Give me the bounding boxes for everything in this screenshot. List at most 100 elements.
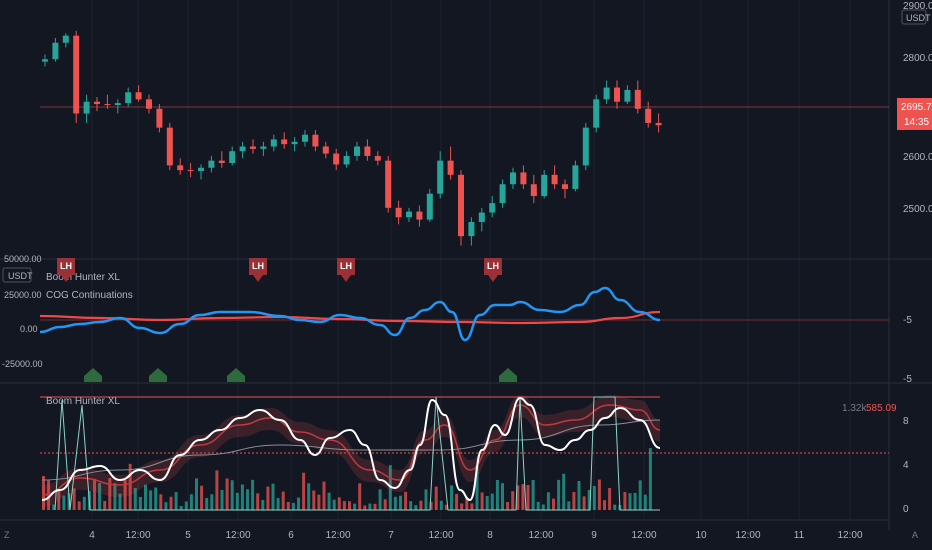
volume-bar — [189, 494, 193, 510]
lh-marker-arrow — [341, 275, 351, 282]
candle-body — [218, 160, 225, 164]
cog-currency-badge[interactable] — [2, 267, 32, 283]
candle-body — [177, 165, 184, 171]
lh-markers: LH LH LH LH — [57, 258, 502, 282]
time-label: 12:00 — [325, 530, 350, 541]
volume-bar — [475, 465, 479, 510]
volume-bar — [399, 495, 402, 510]
red-band — [42, 395, 660, 507]
price-tick-2800: 2800.00 — [903, 53, 932, 64]
price-pane[interactable] — [40, 30, 889, 246]
volume-bar — [373, 503, 377, 510]
volume-bar — [552, 498, 555, 510]
volume-bar — [597, 479, 601, 510]
volume-bar — [633, 492, 637, 510]
volume-bar — [108, 478, 112, 510]
candle-body — [62, 35, 69, 43]
cog-indicator-subtitle[interactable]: COG Continuations — [46, 290, 133, 301]
currency-label: USDT — [906, 13, 931, 23]
candle-body — [416, 211, 423, 220]
cog-indicator-title[interactable]: Boom Hunter XL — [46, 272, 120, 283]
volume-bar — [297, 497, 300, 510]
candle-body — [655, 122, 662, 126]
volume-bar — [113, 483, 117, 510]
volume-bar — [195, 478, 198, 510]
volume-bar — [128, 463, 132, 510]
lh-marker-arrow — [61, 275, 71, 282]
time-label: 12:00 — [225, 530, 250, 541]
time-label: 6 — [288, 530, 294, 541]
lh-marker-arrow — [488, 275, 498, 282]
candle-body — [593, 99, 600, 128]
volume-bar — [235, 492, 239, 510]
volume-bar — [256, 493, 260, 510]
teal-spike-line — [54, 396, 660, 511]
lh-marker — [484, 258, 502, 275]
volume-bar — [225, 478, 229, 510]
volume-bar — [138, 496, 142, 510]
volume-bar — [536, 501, 540, 510]
candle-body — [291, 141, 298, 145]
candle-body — [281, 139, 288, 145]
candle-body — [562, 184, 568, 189]
lh-marker-arrow — [253, 275, 263, 282]
boom-hunter-title[interactable]: Boom Hunter XL — [46, 396, 120, 407]
volume-bar — [608, 488, 612, 510]
time-axis[interactable]: 4 12:00 5 12:00 6 12:00 7 12:00 8 12:00 9 12:00 10 12… — [89, 530, 863, 541]
candle-body — [156, 108, 163, 128]
volume-bar — [582, 496, 586, 510]
volume-bar — [205, 498, 209, 510]
candle-body — [333, 153, 340, 165]
auto-scale-icon[interactable]: A — [912, 530, 918, 540]
volume-bar — [460, 503, 464, 510]
candle-body — [499, 184, 506, 204]
volume-bar — [291, 502, 295, 510]
price-axis[interactable]: 2900.00 USDT 2800.00 2600.00 2500.00 269… — [897, 1, 932, 215]
time-label: 12:00 — [125, 530, 150, 541]
volume-bar — [434, 486, 438, 510]
volume-bar — [368, 503, 372, 510]
candle-body — [187, 170, 194, 172]
cog-tick-50000: 50000.00 — [4, 254, 42, 264]
volume-bar — [133, 487, 137, 510]
currency-badge[interactable] — [901, 9, 927, 25]
candle-body — [520, 172, 527, 185]
candle-body — [551, 174, 558, 185]
candle-body — [530, 184, 537, 197]
candle-body — [322, 146, 329, 154]
volume-bar — [465, 498, 469, 510]
volume-bar — [271, 483, 275, 510]
candle-body — [302, 134, 308, 142]
time-label: 10 — [695, 530, 707, 541]
volume-bar — [562, 473, 566, 510]
cog-pane[interactable]: 50000.00 USDT 25000.00 0.00 -25000.00 Bo… — [2, 254, 912, 385]
candle-body — [135, 92, 142, 100]
boom-hunter-pane[interactable]: Boom Hunter XL 1.32k 585.09 8 4 0 — [40, 395, 909, 515]
volume-bar — [587, 489, 591, 510]
candle-body — [510, 172, 516, 185]
volume-bar — [281, 491, 285, 510]
candle-body — [489, 203, 496, 213]
candle-body — [73, 35, 80, 114]
vertical-grid — [91, 0, 851, 520]
cog-right-tick-1: -5 — [903, 315, 912, 326]
candles — [42, 30, 662, 246]
time-label: 5 — [185, 530, 191, 541]
volume-bar — [363, 505, 367, 510]
volume-bar — [648, 448, 652, 510]
volume-bar — [174, 492, 178, 510]
boom-hunter-value-2: 585.09 — [866, 403, 897, 414]
candle-body — [406, 211, 412, 218]
candle-body — [634, 89, 641, 109]
volume-bar — [118, 493, 122, 510]
volume-bar — [638, 480, 642, 510]
timezone-icon[interactable]: Z — [4, 530, 10, 540]
candle-body — [166, 127, 173, 166]
volume-bar — [312, 490, 316, 510]
volume-bar — [592, 485, 596, 510]
volume-bar — [159, 494, 163, 510]
volume-bar — [495, 480, 499, 510]
up-markers — [84, 368, 517, 382]
